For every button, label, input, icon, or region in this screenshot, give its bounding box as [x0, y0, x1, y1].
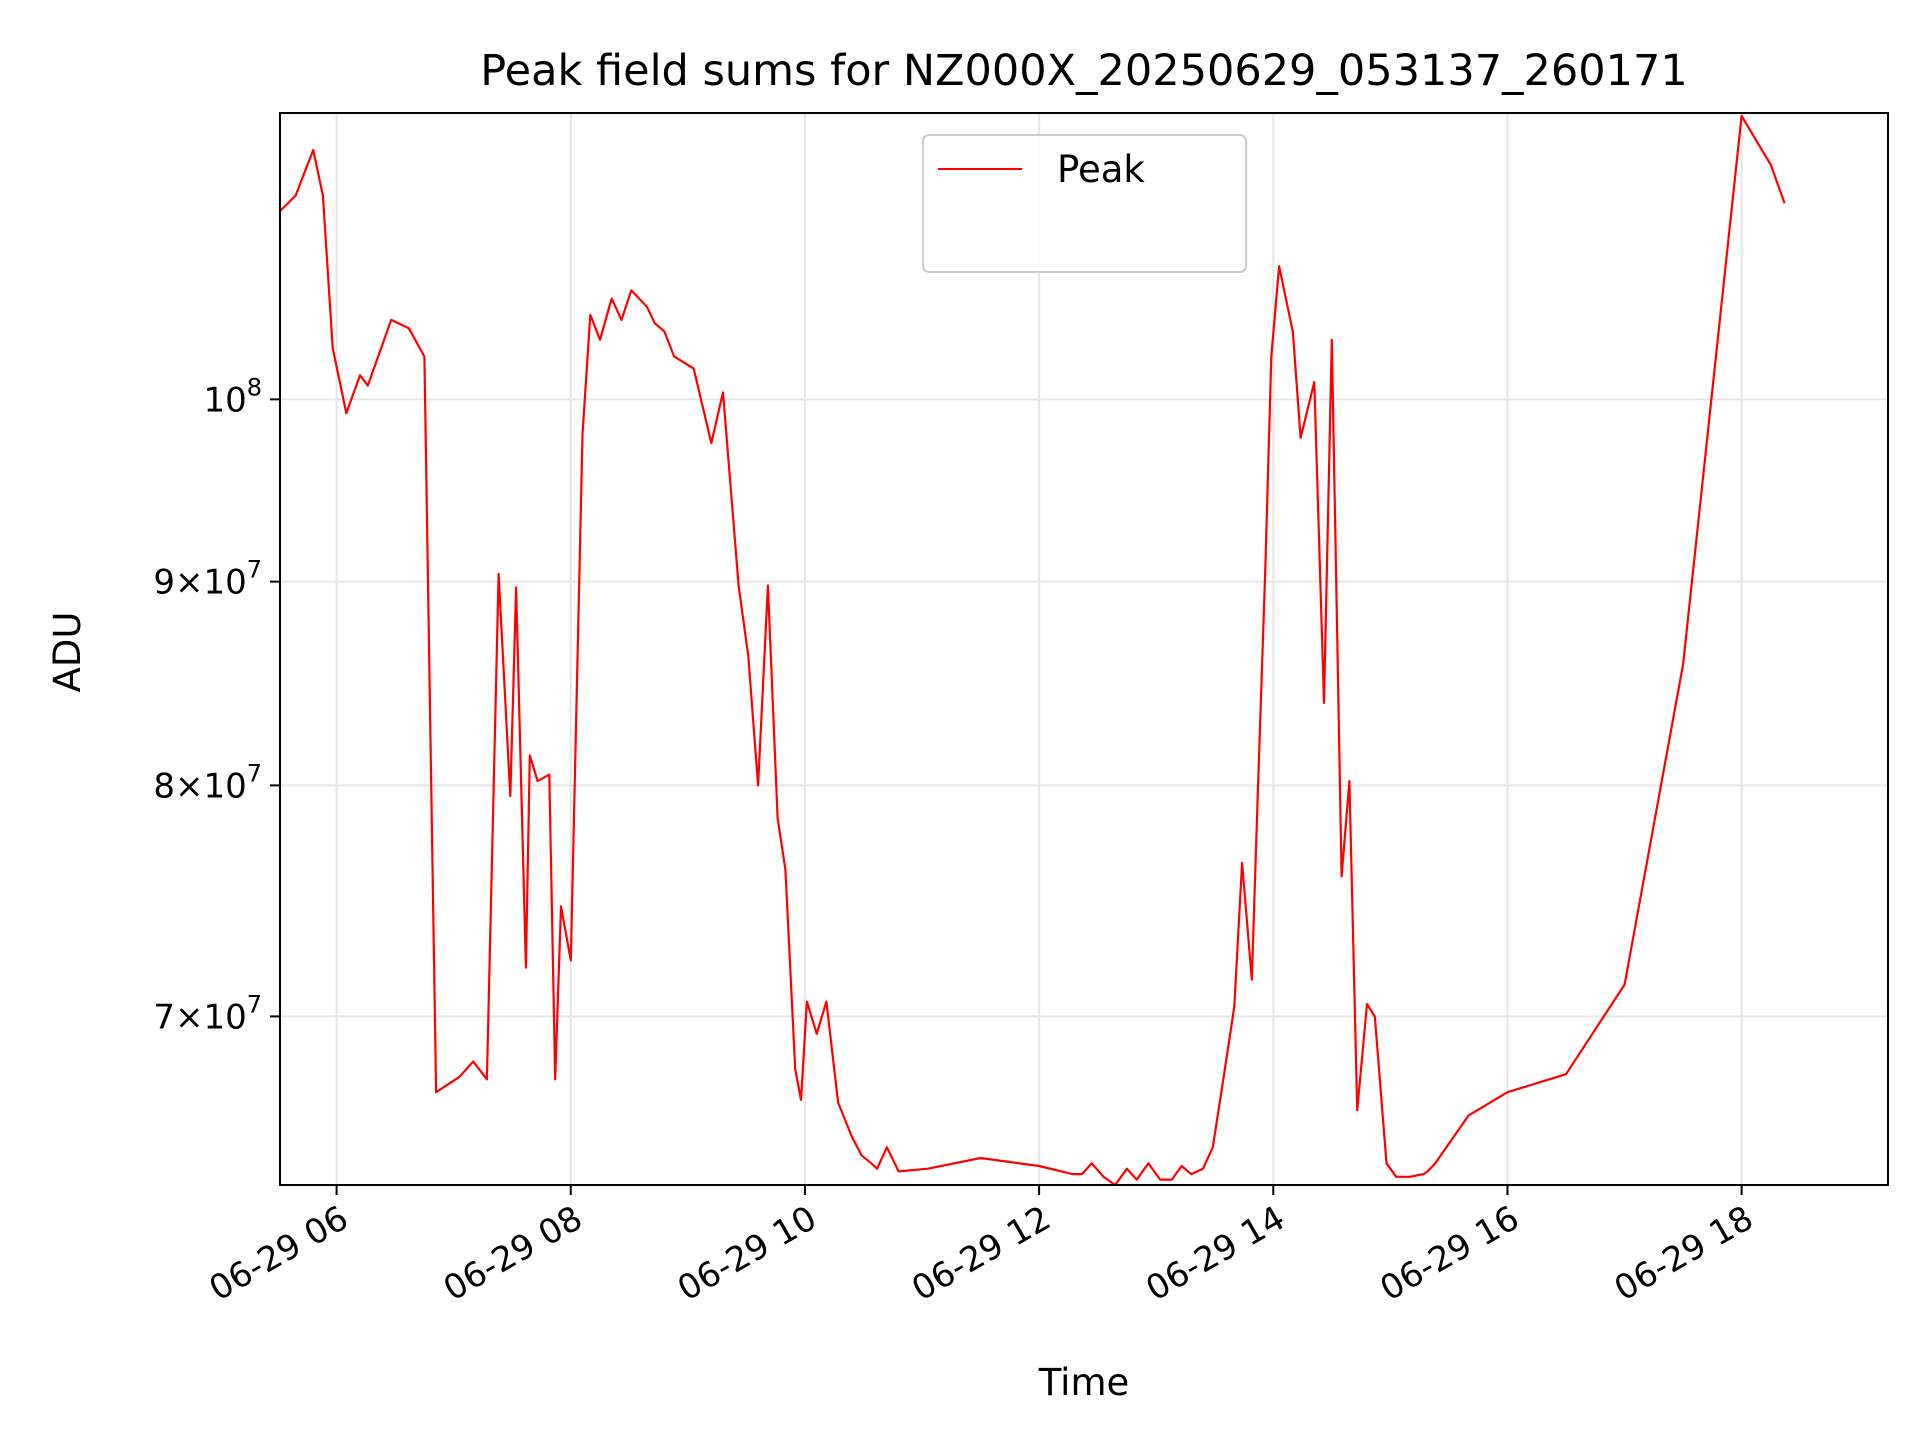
series-line-peak [280, 114, 1786, 1185]
x-tick-label: 06-29 14 [1139, 1198, 1291, 1309]
y-axis-label: ADU [46, 612, 89, 693]
x-tick-label: 06-29 12 [905, 1198, 1057, 1309]
x-tick-label: 06-29 08 [437, 1198, 589, 1309]
plot-frame [279, 112, 1889, 1186]
y-tick-label: 108 [203, 373, 262, 420]
x-tick-label: 06-29 10 [671, 1198, 823, 1309]
series-lines [280, 114, 1786, 1185]
legend-label-peak: Peak [1057, 148, 1145, 191]
y-tick-label: 9×107 [153, 556, 262, 603]
grid-lines [280, 113, 1888, 1185]
y-tick-label: 7×107 [153, 990, 262, 1037]
legend: Peak [922, 134, 1247, 273]
y-axis-ticks: 7×107 8×107 9×107 108 [153, 373, 280, 1037]
x-tick-label: 06-29 06 [203, 1198, 355, 1309]
y-tick-label: 8×107 [153, 759, 262, 806]
x-tick-label: 06-29 18 [1608, 1198, 1760, 1309]
x-tick-label: 06-29 16 [1374, 1198, 1526, 1309]
chart-title: Peak field sums for NZ000X_20250629_0531… [480, 46, 1687, 96]
x-axis-ticks: 06-29 06 06-29 08 06-29 10 06-29 12 06-29 14… [203, 1185, 1760, 1309]
x-axis-label: Time [1038, 1361, 1130, 1404]
